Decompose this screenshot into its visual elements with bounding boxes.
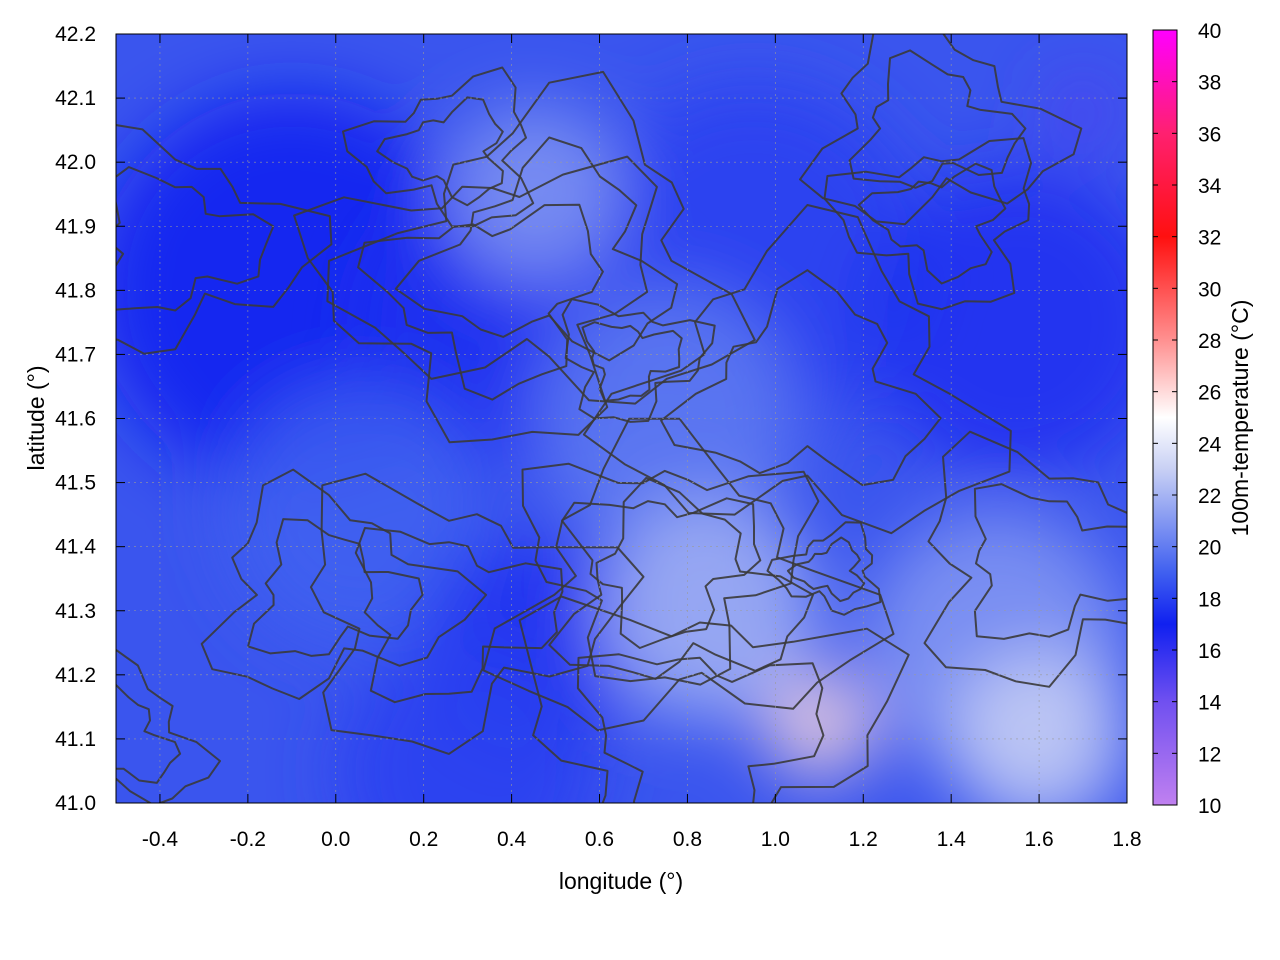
contour-line <box>247 518 424 657</box>
contour-line <box>857 162 1007 285</box>
contour-line <box>326 70 756 405</box>
contour-line <box>561 298 716 423</box>
x-tick-label: 0.0 <box>321 828 350 851</box>
contour-line <box>581 321 683 402</box>
colorbar-tick-label: 28 <box>1198 330 1221 353</box>
y-tick-label: 41.0 <box>55 792 96 815</box>
contour-line <box>200 468 488 700</box>
contour-line <box>766 521 882 616</box>
contour-line <box>973 483 1127 640</box>
colorbar-tick-label: 30 <box>1198 278 1221 301</box>
contour-line <box>548 476 814 680</box>
x-tick-label: 1.6 <box>1024 828 1053 851</box>
colorbar: 10 12 14 16 18 20 22 24 26 28 30 32 34 36 38 40 100m-te… <box>1152 20 1253 818</box>
contour-lines <box>116 34 1127 803</box>
contour-line <box>116 684 182 784</box>
contour-line <box>116 124 333 355</box>
x-tick-label: -0.4 <box>142 828 179 851</box>
contour-line <box>354 527 564 704</box>
colorbar-tick-label: 12 <box>1198 743 1221 766</box>
y-axis-label: latitude (°) <box>23 365 49 470</box>
contour-line <box>576 653 825 803</box>
contour-line <box>799 34 1083 226</box>
y-tick-label: 41.2 <box>55 664 96 687</box>
x-tick-label: 0.4 <box>497 828 527 851</box>
grid-lines <box>116 34 1127 803</box>
field-region-9 <box>766 673 873 779</box>
y-tick-label: 42.1 <box>55 87 96 110</box>
y-tick-label: 42.0 <box>55 151 96 174</box>
x-tick-label: 1.2 <box>849 828 878 851</box>
field-region-11 <box>951 651 1127 803</box>
colorbar-tick-label: 18 <box>1198 588 1221 611</box>
x-tick-label: 0.2 <box>409 828 438 851</box>
contour-line <box>848 49 1027 189</box>
contour-line <box>376 96 504 207</box>
colorbar-tick-label: 36 <box>1198 123 1221 146</box>
y-tick-label: 41.8 <box>55 279 96 302</box>
x-tick-label: 1.8 <box>1112 828 1141 851</box>
colorbar-tick-label: 40 <box>1198 20 1221 43</box>
y-axis: 41.0 41.1 41.2 41.3 41.4 41.5 41.6 41.7 41.8 41.9… <box>55 23 1127 815</box>
contour-line <box>116 166 275 312</box>
field-region-12 <box>335 639 600 803</box>
contour-line <box>394 136 679 362</box>
colorbar-tick-label: 38 <box>1198 72 1221 95</box>
y-tick-label: 41.3 <box>55 600 96 623</box>
x-axis: -0.4 -0.2 0.0 0.2 0.4 0.6 0.8 1.0 1.2 1.4 1.6 1.8 <box>142 34 1142 851</box>
field-region-3 <box>863 168 1127 477</box>
contour-line <box>582 204 1012 535</box>
y-tick-label: 41.6 <box>55 408 96 431</box>
contour-line <box>342 66 535 228</box>
field-region-5 <box>445 106 622 283</box>
y-tick-label: 41.1 <box>55 728 96 751</box>
colorbar-tick-label: 32 <box>1198 227 1221 250</box>
colorbar-tick-label: 24 <box>1198 433 1222 456</box>
colorbar-label: 100m-temperature (°C) <box>1227 300 1253 537</box>
colorbar-tick-label: 16 <box>1198 640 1221 663</box>
contour-line <box>521 462 820 686</box>
colorbar-tick-label: 10 <box>1198 795 1221 818</box>
x-tick-label: 0.8 <box>673 828 702 851</box>
y-tick-label: 41.5 <box>55 472 96 495</box>
contour-line <box>518 595 910 803</box>
contour-line <box>823 137 1032 311</box>
contour-line <box>923 430 1127 688</box>
colorbar-tick-label: 20 <box>1198 537 1221 560</box>
field-region-13 <box>1047 75 1119 147</box>
y-tick-label: 41.7 <box>55 343 96 366</box>
x-axis-label: longitude (°) <box>559 868 683 894</box>
contour-line <box>482 417 895 732</box>
colorbar-tick-label: 34 <box>1198 175 1222 198</box>
colorbar-ticks: 10 12 14 16 18 20 22 24 26 28 30 32 34 36 38 40 <box>1153 20 1222 818</box>
y-tick-label: 42.2 <box>55 23 96 46</box>
x-tick-label: 0.6 <box>585 828 614 851</box>
contour-line <box>660 269 942 487</box>
contour-line <box>293 155 658 444</box>
y-tick-label: 41.4 <box>55 536 96 559</box>
colorbar-tick-label: 22 <box>1198 485 1221 508</box>
colorbar-gradient <box>1152 29 1178 806</box>
y-tick-label: 41.9 <box>55 215 96 238</box>
contour-line <box>309 472 645 755</box>
colorbar-tick-label: 26 <box>1198 382 1221 405</box>
contour-line <box>357 203 604 401</box>
x-tick-label: 1.4 <box>937 828 967 851</box>
plot-area: -0.4 -0.2 0.0 0.2 0.4 0.6 0.8 1.0 1.2 1.4 1.6 1.8 4… <box>55 23 1142 851</box>
x-tick-label: 1.0 <box>761 828 790 851</box>
colorbar-tick-label: 14 <box>1198 692 1222 715</box>
x-tick-label: -0.2 <box>230 828 266 851</box>
contour-line <box>786 536 866 603</box>
